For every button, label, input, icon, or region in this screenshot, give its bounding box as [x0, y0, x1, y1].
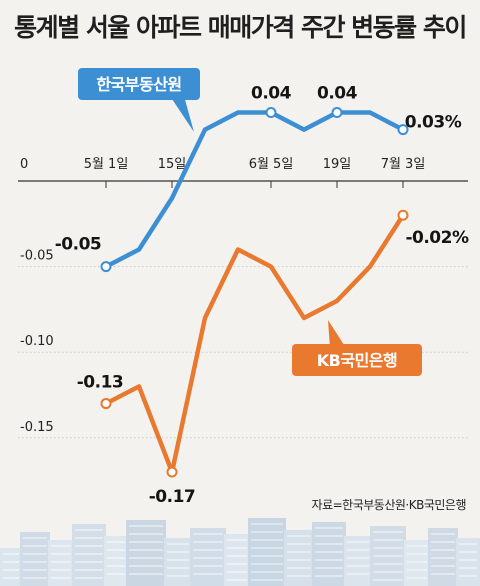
reb-legend-box	[78, 68, 200, 100]
skyline-building	[190, 528, 226, 586]
skyline-building	[404, 540, 430, 586]
skyline-building	[284, 530, 314, 586]
skyline-building	[428, 528, 458, 586]
kb-point-marker	[100, 398, 112, 410]
kb-legend-box	[292, 344, 422, 376]
reb-data-label: 0.04	[317, 84, 358, 104]
skyline-building	[0, 548, 22, 586]
x-tick-label: 6월 5일	[249, 157, 294, 172]
reb-point-marker	[397, 124, 409, 136]
reb-series-line	[103, 110, 406, 269]
kb-data-label: -0.02%	[405, 228, 468, 248]
kb-series-line	[103, 212, 406, 475]
skyline-building	[344, 536, 372, 586]
y-tick-label: -0.05	[20, 249, 54, 264]
kb-legend-label: KB국민은행	[317, 351, 397, 370]
skyline-building	[164, 538, 192, 586]
kb-data-label: -0.13	[77, 373, 124, 393]
skyline-building	[20, 532, 50, 586]
reb-data-label: -0.05	[55, 235, 102, 255]
skyline-building	[104, 536, 128, 586]
reb-data-label: 0.03%	[405, 113, 462, 133]
skyline-building	[72, 524, 106, 586]
skyline-building	[224, 534, 250, 586]
source-note: 자료=한국부동산원·KB국민은행	[311, 498, 467, 512]
reb-legend-label: 한국부동산원	[96, 75, 181, 94]
y-tick-label: -0.15	[20, 420, 54, 435]
skyline-building	[126, 520, 166, 586]
reb-point-marker	[265, 107, 277, 119]
x-tick-label: 7월 3일	[381, 157, 426, 172]
reb-point-marker	[331, 107, 343, 119]
kb-point-marker	[166, 466, 178, 478]
skyline-building	[248, 518, 286, 586]
kb-legend-pointer	[328, 320, 346, 348]
reb-legend-pointer	[170, 96, 194, 132]
skyline-building	[456, 538, 480, 586]
kb-data-label: -0.17	[149, 487, 196, 507]
x-tick-label: 19일	[323, 157, 352, 172]
skyline-building	[48, 540, 74, 586]
reb-data-label: 0.04	[251, 84, 292, 104]
kb-point-marker	[397, 209, 409, 221]
reb-point-marker	[100, 261, 112, 273]
chart-title: 통계별 서울 아파트 매매가격 주간 변동률 추이	[14, 13, 467, 42]
y-tick-label: -0.10	[20, 334, 54, 349]
x-tick-label: 15일	[158, 157, 187, 172]
x-tick-label: 5월 1일	[84, 157, 129, 172]
y-tick-label: 0	[20, 157, 28, 172]
